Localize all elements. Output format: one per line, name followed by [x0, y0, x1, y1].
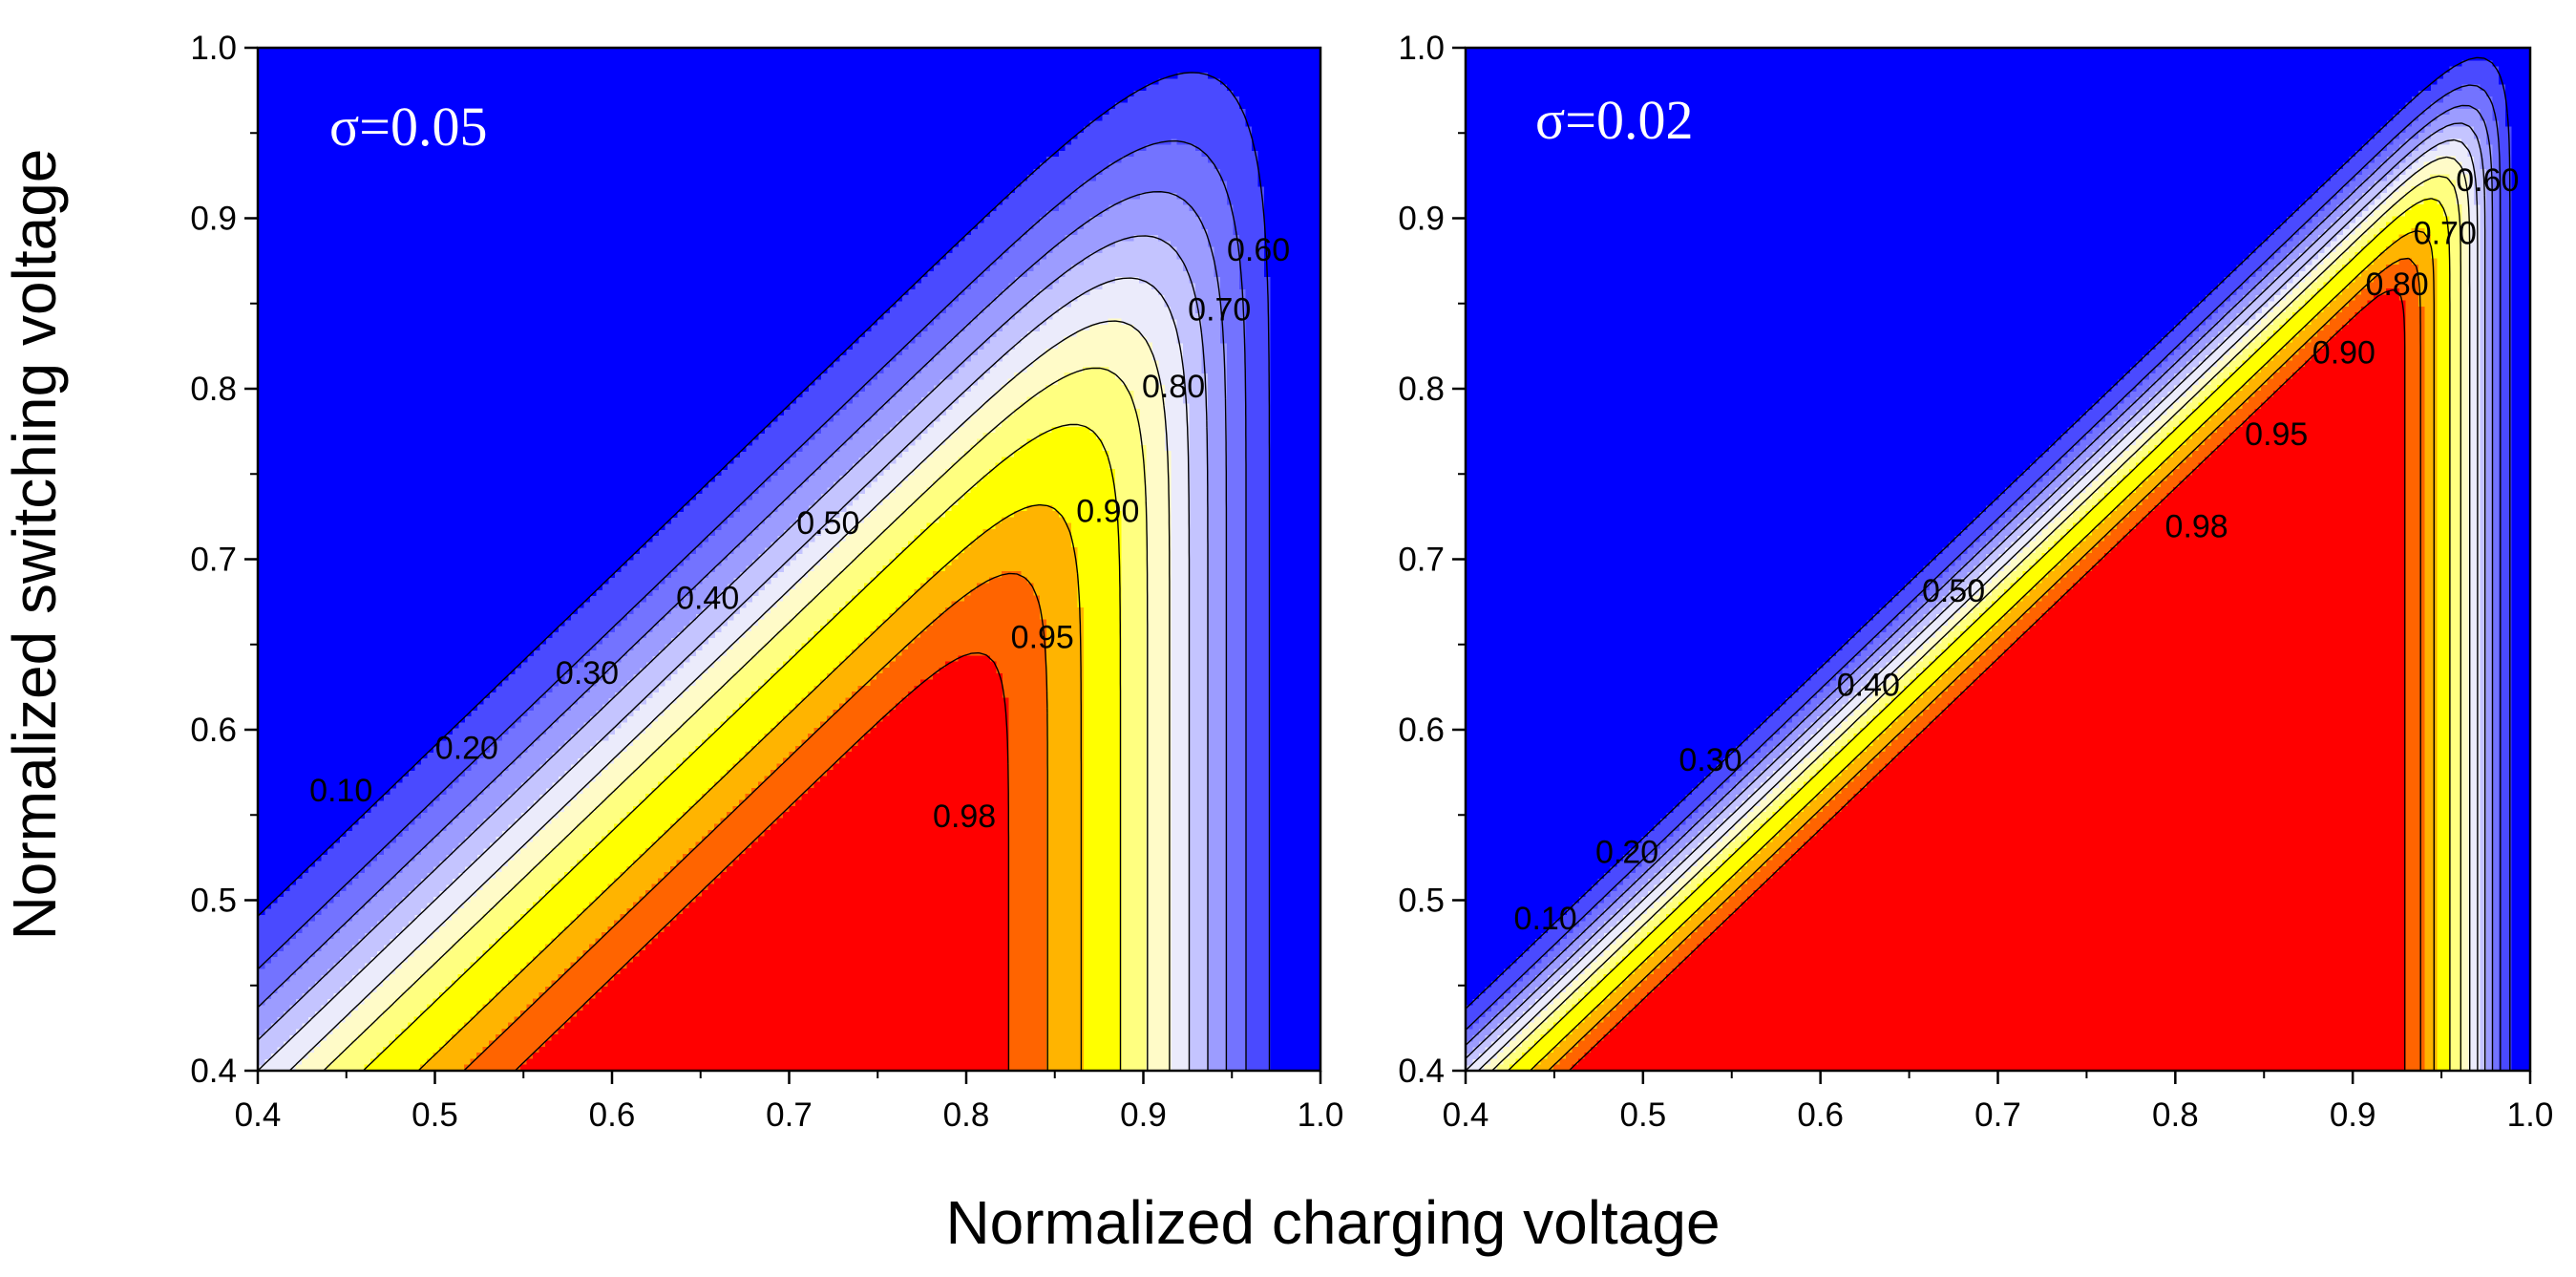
y-tick-label: 0.8	[1398, 371, 1445, 408]
contour-label-0.10: 0.10	[309, 773, 372, 809]
contour-label-0.40: 0.40	[1837, 667, 1900, 703]
contour-label-0.98: 0.98	[2165, 508, 2228, 544]
sigma-annotation: σ=0.05	[329, 96, 487, 158]
y-tick-label: 0.4	[1398, 1053, 1445, 1090]
x-tick-label: 0.6	[589, 1096, 636, 1134]
contour-panel-sigma-0.05: 0.10 0.20 0.30 0.40 0.50 0.60 0.70 0.80 0.90 0.95…	[190, 30, 1343, 1134]
x-tick-label: 0.4	[1443, 1096, 1489, 1134]
contour-label-0.80: 0.80	[1142, 369, 1205, 405]
contour-label-0.50: 0.50	[1922, 573, 1985, 609]
y-tick-label: 0.7	[190, 542, 237, 579]
y-tick-label: 0.8	[190, 371, 237, 408]
contour-label-0.90: 0.90	[2312, 334, 2375, 371]
contour-label-0.95: 0.95	[1011, 619, 1074, 655]
y-tick-label: 0.4	[190, 1053, 237, 1090]
contour-label-0.10: 0.10	[1514, 901, 1577, 937]
contour-label-0.60: 0.60	[1227, 232, 1290, 268]
x-tick-label: 0.8	[943, 1096, 990, 1134]
y-tick-label: 0.5	[1398, 883, 1445, 920]
x-tick-label: 1.0	[1298, 1096, 1344, 1134]
y-axis-label: Normalized switching voltage	[0, 149, 69, 941]
x-tick-label: 0.5	[1620, 1096, 1667, 1134]
contour-label-0.30: 0.30	[556, 655, 619, 692]
contour-label-0.98: 0.98	[933, 798, 996, 835]
x-tick-label: 1.0	[2507, 1096, 2554, 1134]
y-tick-label: 1.0	[190, 30, 237, 67]
x-tick-label: 0.9	[2330, 1096, 2376, 1134]
contour-label-0.40: 0.40	[676, 580, 739, 616]
contour-label-0.70: 0.70	[2414, 215, 2477, 251]
x-axis-label: Normalized charging voltage	[945, 1188, 1720, 1257]
contour-label-0.95: 0.95	[2245, 416, 2308, 453]
x-tick-label: 0.7	[1974, 1096, 2021, 1134]
contour-label-0.20: 0.20	[435, 730, 498, 766]
y-tick-label: 0.6	[190, 712, 237, 749]
y-tick-label: 0.7	[1398, 542, 1445, 579]
contour-label-0.50: 0.50	[796, 505, 859, 542]
contour-label-0.90: 0.90	[1076, 493, 1139, 529]
y-tick-label: 1.0	[1398, 30, 1445, 67]
x-tick-label: 0.5	[412, 1096, 458, 1134]
contour-label-0.70: 0.70	[1188, 292, 1251, 329]
x-tick-label: 0.6	[1797, 1096, 1844, 1134]
contour-panel-sigma-0.02: 0.10 0.20 0.30 0.40 0.50 0.60 0.70 0.80 0.90 0.95…	[1398, 30, 2553, 1134]
y-tick-label: 0.5	[190, 883, 237, 920]
x-tick-label: 0.7	[766, 1096, 813, 1134]
y-tick-label: 0.9	[190, 201, 237, 238]
x-tick-label: 0.9	[1120, 1096, 1167, 1134]
y-tick-label: 0.9	[1398, 201, 1445, 238]
sigma-annotation: σ=0.02	[1535, 89, 1693, 151]
contour-label-0.30: 0.30	[1679, 742, 1742, 778]
contour-label-0.60: 0.60	[2456, 162, 2519, 199]
x-tick-label: 0.8	[2152, 1096, 2199, 1134]
contour-label-0.80: 0.80	[2366, 266, 2429, 303]
x-tick-label: 0.4	[235, 1096, 282, 1134]
contour-label-0.20: 0.20	[1595, 834, 1658, 870]
y-tick-label: 0.6	[1398, 712, 1445, 749]
